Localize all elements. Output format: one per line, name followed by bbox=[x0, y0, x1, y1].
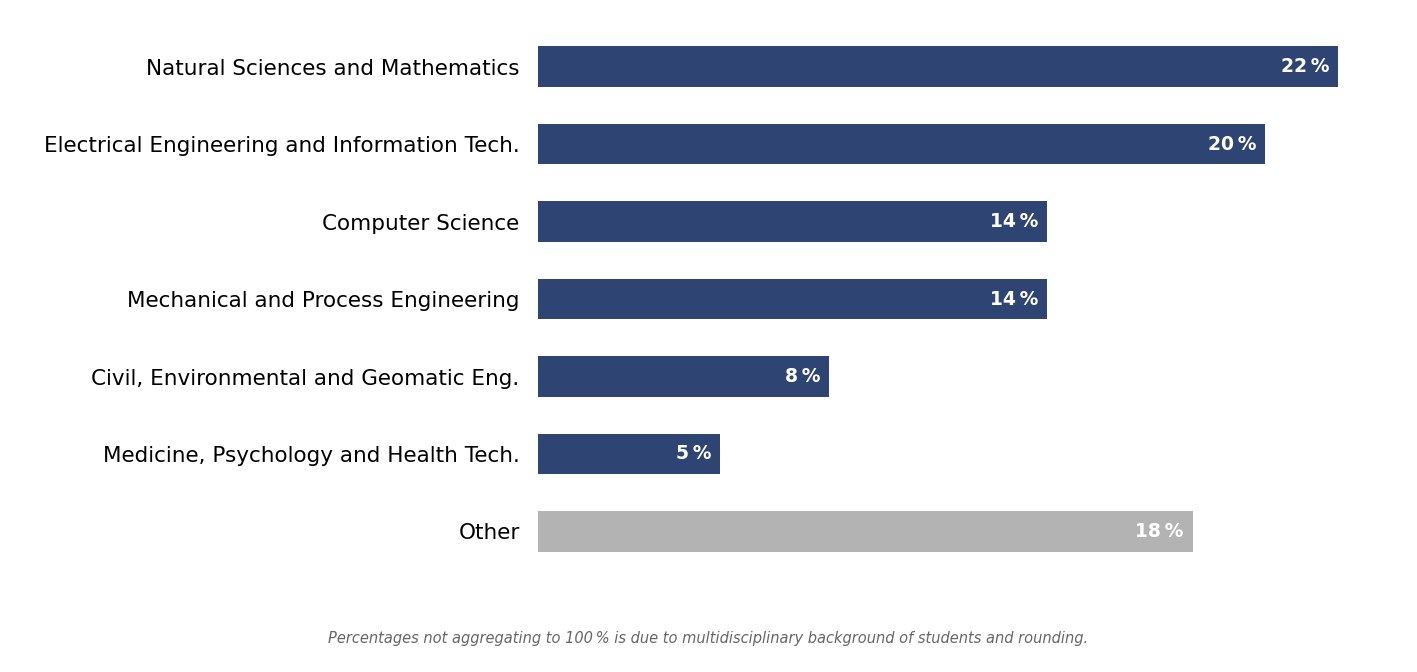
Text: 20 %: 20 % bbox=[1207, 134, 1257, 154]
Text: 14 %: 14 % bbox=[990, 290, 1039, 308]
Text: 22 %: 22 % bbox=[1281, 57, 1329, 76]
Bar bbox=[538, 356, 829, 396]
Text: 14 %: 14 % bbox=[990, 212, 1039, 231]
Text: 18 %: 18 % bbox=[1135, 522, 1183, 541]
Bar bbox=[538, 46, 1338, 87]
Bar bbox=[538, 279, 1047, 319]
Bar bbox=[538, 202, 1047, 242]
Bar bbox=[538, 124, 1265, 164]
Bar bbox=[538, 511, 1193, 552]
Bar bbox=[538, 434, 720, 474]
Text: 8 %: 8 % bbox=[785, 367, 820, 386]
Text: 5 %: 5 % bbox=[676, 444, 711, 464]
Text: Percentages not aggregating to 100 % is due to multidisciplinary background of s: Percentages not aggregating to 100 % is … bbox=[329, 631, 1088, 646]
